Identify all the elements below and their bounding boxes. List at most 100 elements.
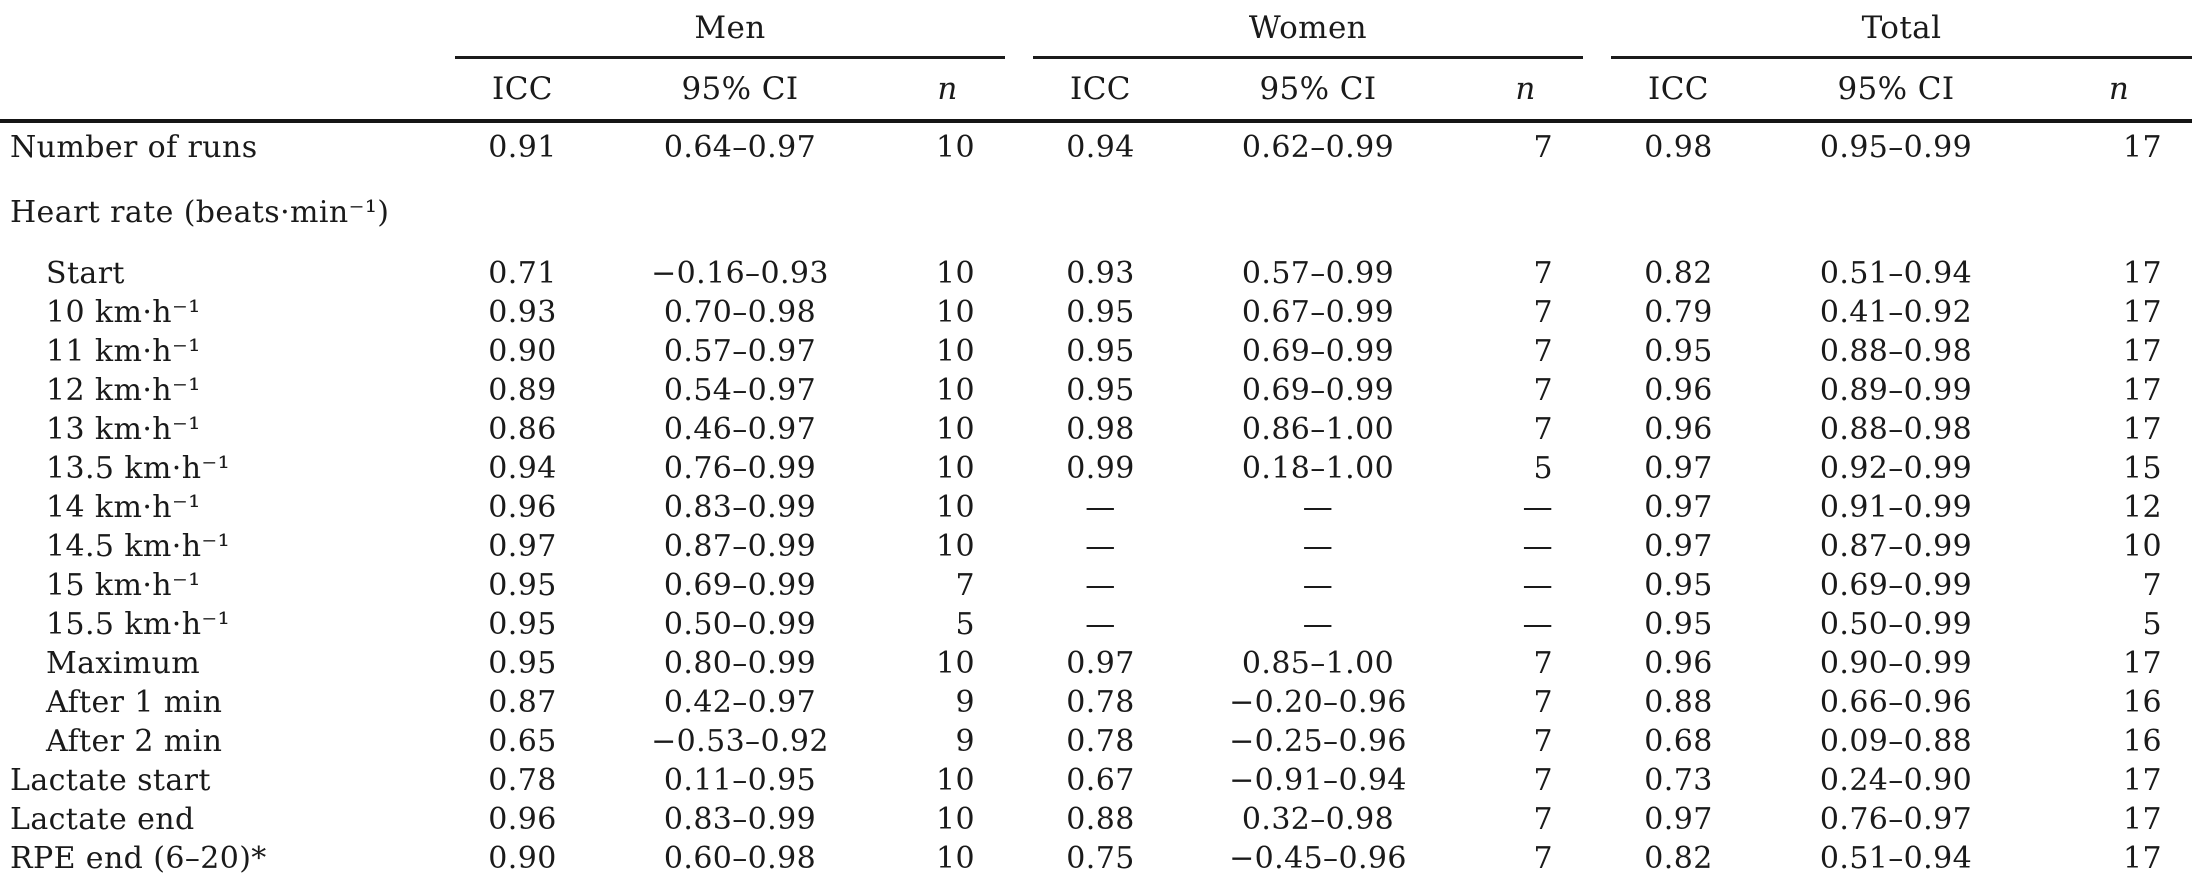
- data-cell: −0.25–0.96: [1229, 724, 1407, 759]
- group-header-men: Men: [455, 0, 1005, 59]
- group-gap: [1583, 254, 1611, 293]
- data-cell: 0.99: [1066, 451, 1135, 486]
- data-cell: 0.91–0.99: [1819, 490, 1973, 525]
- data-cell: [1033, 172, 1168, 254]
- group-gap: [1583, 59, 1611, 123]
- data-cell: —: [1522, 568, 1553, 603]
- table-row: 14 km·h⁻¹ 0.96 0.83–0.99 10 — — — 0.97 0.91–0.99…: [0, 488, 2192, 527]
- data-cell: 0.76–0.99: [663, 451, 817, 486]
- group-gap: [1005, 449, 1033, 488]
- data-cell: 10: [936, 130, 975, 165]
- row-label: Maximum: [46, 646, 201, 681]
- data-cell: 0.73: [1644, 763, 1713, 798]
- col-header-ci: 95% CI: [590, 59, 890, 123]
- group-gap: [1583, 172, 1611, 254]
- col-header-n: n: [2046, 59, 2192, 123]
- group-header-women: Women: [1033, 0, 1583, 59]
- data-cell: 0.65: [488, 724, 557, 759]
- data-cell: 7: [1533, 373, 1553, 408]
- data-cell: 10: [890, 839, 1005, 877]
- data-cell: −0.53–0.92: [651, 724, 829, 759]
- data-cell: 10: [936, 451, 975, 486]
- data-cell: 0.79: [1644, 295, 1713, 330]
- data-cell: 0.42–0.97: [663, 685, 817, 720]
- row-label: 14 km·h⁻¹: [46, 490, 201, 525]
- data-cell: 0.51–0.94: [1819, 256, 1973, 291]
- data-cell: 0.78: [488, 763, 557, 798]
- data-cell: 0.95: [488, 646, 557, 681]
- group-gap: [1583, 449, 1611, 488]
- data-cell: 17: [2046, 839, 2192, 877]
- data-cell: [455, 172, 590, 254]
- data-cell: 7: [1533, 724, 1553, 759]
- data-cell: 7: [1533, 763, 1553, 798]
- data-cell: 0.86–1.00: [1241, 412, 1395, 447]
- group-gap: [1583, 371, 1611, 410]
- data-cell: 17: [2123, 802, 2162, 837]
- data-cell: 0.94: [1066, 130, 1135, 165]
- data-cell: [590, 172, 890, 254]
- data-cell: [2046, 172, 2192, 254]
- group-gap: [1005, 488, 1033, 527]
- data-cell: 10: [936, 802, 975, 837]
- table-row: 15.5 km·h⁻¹ 0.95 0.50–0.99 5 — — — 0.95 0.50–0.9…: [0, 605, 2192, 644]
- data-cell: 0.95: [1066, 334, 1135, 369]
- row-label: 15 km·h⁻¹: [46, 568, 201, 603]
- data-cell: 0.92–0.99: [1819, 451, 1973, 486]
- data-cell: 0.32–0.98: [1241, 802, 1395, 837]
- table-row: Lactate end 0.96 0.83–0.99 10 0.88 0.32–0.98 7…: [0, 800, 2192, 839]
- data-cell: 10: [936, 529, 975, 564]
- col-header-icc: ICC: [1033, 59, 1168, 123]
- data-cell: 7: [1533, 295, 1553, 330]
- data-cell: 0.85–1.00: [1241, 646, 1395, 681]
- data-cell: 0.57–0.99: [1241, 256, 1395, 291]
- row-label: 14.5 km·h⁻¹: [46, 529, 231, 564]
- data-cell: 0.95–0.99: [1819, 130, 1973, 165]
- data-cell: 7: [1533, 802, 1553, 837]
- table-row: 11 km·h⁻¹ 0.90 0.57–0.97 10 0.95 0.69–0.99 7 0.…: [0, 332, 2192, 371]
- data-cell: 0.90: [455, 839, 590, 877]
- data-cell: 0.95: [1066, 295, 1135, 330]
- data-cell: —: [1522, 529, 1553, 564]
- group-gap: [1005, 644, 1033, 683]
- data-cell: 0.95: [488, 568, 557, 603]
- data-cell: 0.82: [1611, 839, 1746, 877]
- stub-header-blank: [0, 0, 455, 59]
- data-cell: 0.82: [1644, 256, 1713, 291]
- data-cell: —: [1522, 607, 1553, 642]
- data-cell: 0.64–0.97: [663, 130, 817, 165]
- row-label: 10 km·h⁻¹: [46, 295, 201, 330]
- group-gap: [1005, 59, 1033, 123]
- row-label: RPE end (6–20)*: [0, 839, 455, 877]
- data-cell: —: [1302, 568, 1334, 603]
- group-header-total: Total: [1611, 0, 2192, 59]
- data-cell: 0.78: [1066, 724, 1135, 759]
- table-row: Heart rate (beats·min⁻¹): [0, 172, 2192, 254]
- group-gap: [1583, 410, 1611, 449]
- group-gap: [1583, 761, 1611, 800]
- row-label: Heart rate (beats·min⁻¹): [10, 195, 390, 230]
- data-cell: 10: [936, 412, 975, 447]
- group-gap: [1583, 123, 1611, 172]
- stub-subheader-blank: [0, 59, 455, 123]
- group-gap: [1583, 605, 1611, 644]
- table-row: RPE end (6–20)* 0.90 0.60–0.98 10 0.75 −0.45–…: [0, 839, 2192, 877]
- data-cell: 7: [1533, 334, 1553, 369]
- data-cell: —: [1085, 490, 1116, 525]
- data-cell: 10: [936, 256, 975, 291]
- data-cell: 10: [2123, 529, 2162, 564]
- data-cell: −0.16–0.93: [651, 256, 829, 291]
- data-cell: 0.62–0.99: [1241, 130, 1395, 165]
- data-cell: 9: [955, 685, 975, 720]
- row-label: Lactate end: [10, 802, 195, 837]
- data-cell: 7: [1533, 646, 1553, 681]
- data-cell: 0.96: [1644, 373, 1713, 408]
- table-row: Maximum 0.95 0.80–0.99 10 0.97 0.85–1.00 7 0.96…: [0, 644, 2192, 683]
- data-cell: 0.51–0.94: [1746, 839, 2046, 877]
- group-gap: [1583, 800, 1611, 839]
- data-cell: 0.98: [1644, 130, 1713, 165]
- data-cell: 0.95: [488, 607, 557, 642]
- table-row: Start 0.71 −0.16–0.93 10 0.93 0.57–0.99 7 0.82 0…: [0, 254, 2192, 293]
- group-gap: [1005, 332, 1033, 371]
- data-cell: 0.50–0.99: [1819, 607, 1973, 642]
